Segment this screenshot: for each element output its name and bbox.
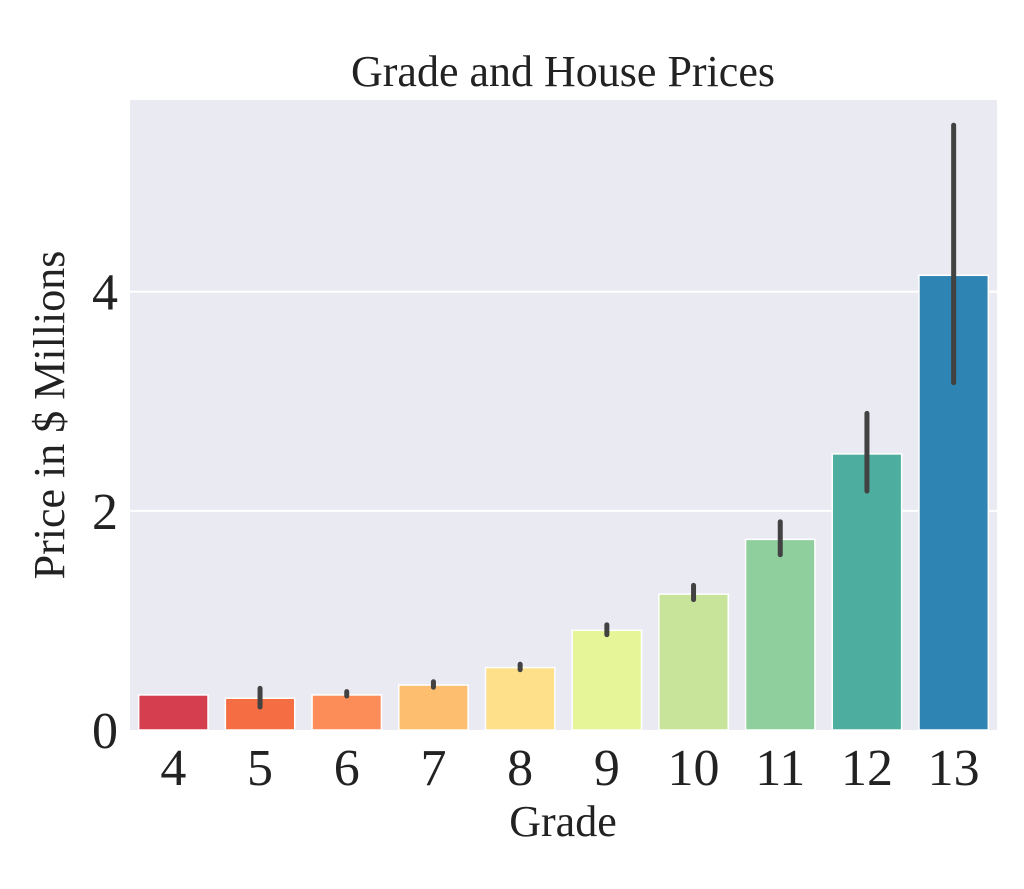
x-tick-label: 10 [668, 740, 720, 797]
x-tick-label: 12 [841, 740, 893, 797]
y-tick-label: 4 [92, 265, 118, 322]
y-tick-labels: 0 2 4 [92, 265, 118, 760]
y-axis-label: Price in $ Millions [25, 251, 74, 580]
bar-grade-7 [398, 684, 469, 731]
x-tick-label: 7 [420, 740, 446, 797]
x-tick-label: 11 [755, 740, 805, 797]
x-tick-labels: 4 5 6 7 8 9 10 11 12 13 [160, 740, 979, 797]
x-tick-label: 4 [160, 740, 186, 797]
y-tick-label: 2 [92, 484, 118, 541]
bar-grade-9 [571, 629, 643, 731]
bar-grade-11 [744, 538, 816, 731]
x-tick-label: 9 [594, 740, 620, 797]
bar-grade-8 [484, 666, 556, 731]
bars [137, 274, 990, 731]
y-tick-label: 0 [92, 703, 118, 760]
bar-grade-5 [224, 697, 296, 731]
bar-grade-12 [831, 453, 903, 731]
x-tick-label: 6 [334, 740, 360, 797]
x-tick-label: 8 [507, 740, 533, 797]
error-bars [257, 122, 957, 710]
bar-grade-6 [311, 694, 383, 731]
chart-title: Grade and House Prices [351, 47, 775, 96]
x-tick-label: 5 [247, 740, 273, 797]
bar-grade-4 [137, 694, 209, 731]
x-tick-label: 13 [928, 740, 980, 797]
bar-grade-10 [658, 593, 729, 731]
x-axis-label: Grade [509, 797, 617, 846]
